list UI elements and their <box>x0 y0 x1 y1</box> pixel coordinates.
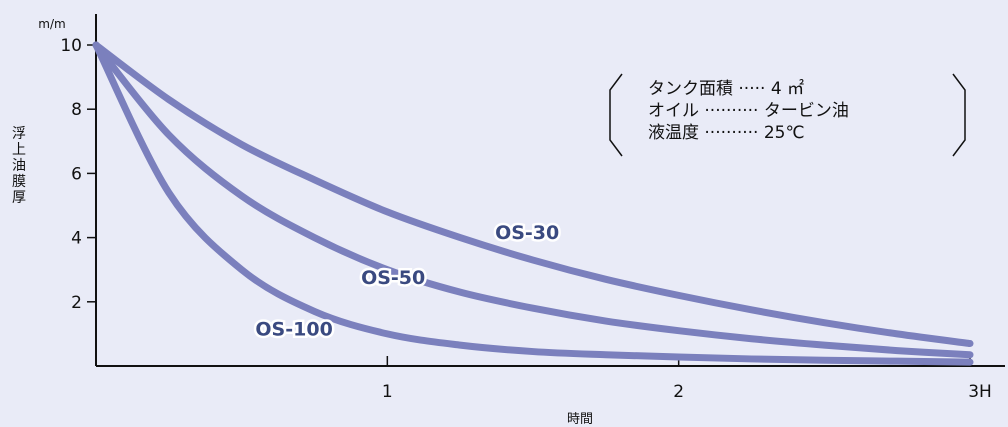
x-tick-label: 2 <box>673 382 684 402</box>
condition-row: 液温度 ·········· 25℃ <box>648 122 958 144</box>
series-line-os-30 <box>92 41 974 348</box>
y-tick-label: 4 <box>71 229 82 249</box>
y-tick-label: 2 <box>71 293 82 313</box>
condition-leader: ·········· <box>704 101 759 121</box>
y-tick-label: 6 <box>71 164 82 184</box>
right-bracket <box>952 73 966 157</box>
left-bracket <box>609 73 623 157</box>
y-unit-label: m/m <box>38 17 65 31</box>
condition-value: 25℃ <box>763 123 805 143</box>
condition-label: オイル <box>648 101 699 121</box>
conditions-box: タンク面積 ····· 4 ㎡ オイル ·········· タービン油 液温度… <box>648 78 958 144</box>
axes: 2 4 6 8 10 m/m 1 2 3H <box>38 14 1005 402</box>
series-line-os-100 <box>92 41 974 366</box>
series-label-halo: OS-50 <box>361 267 425 289</box>
condition-leader: ····· <box>738 79 766 99</box>
y-tick-label: 8 <box>71 100 82 120</box>
y-tick-label: 10 <box>60 36 82 56</box>
condition-label: タンク面積 <box>648 79 733 99</box>
series-label-halo: OS-100 <box>255 319 332 341</box>
series-curves <box>92 41 974 366</box>
x-tick-label: 1 <box>382 382 393 402</box>
y-axis-label-char: 膜 <box>12 174 26 190</box>
y-axis-label-char: 油 <box>12 158 26 174</box>
condition-label: 液温度 <box>648 123 699 143</box>
condition-row: タンク面積 ····· 4 ㎡ <box>648 78 958 100</box>
condition-value: 4 ㎡ <box>770 79 805 99</box>
y-axis-label-char: 上 <box>12 142 26 158</box>
x-tick-label: 3H <box>968 382 992 402</box>
series-label: OS-100 <box>255 319 332 341</box>
y-axis-label: 浮上油膜厚 <box>8 126 30 206</box>
series-label: OS-50 <box>361 267 425 289</box>
series-label-halo: OS-30 <box>495 222 559 244</box>
condition-row: オイル ·········· タービン油 <box>648 100 958 122</box>
y-axis-label-char: 浮 <box>12 126 26 142</box>
series-line-os-50 <box>92 41 974 359</box>
info-brackets <box>609 73 966 157</box>
condition-leader: ·········· <box>704 123 759 143</box>
y-axis-label-char: 厚 <box>12 190 26 206</box>
series-label: OS-30 <box>495 222 559 244</box>
x-axis-label: 時間 <box>566 412 593 427</box>
condition-value: タービン油 <box>763 101 849 121</box>
